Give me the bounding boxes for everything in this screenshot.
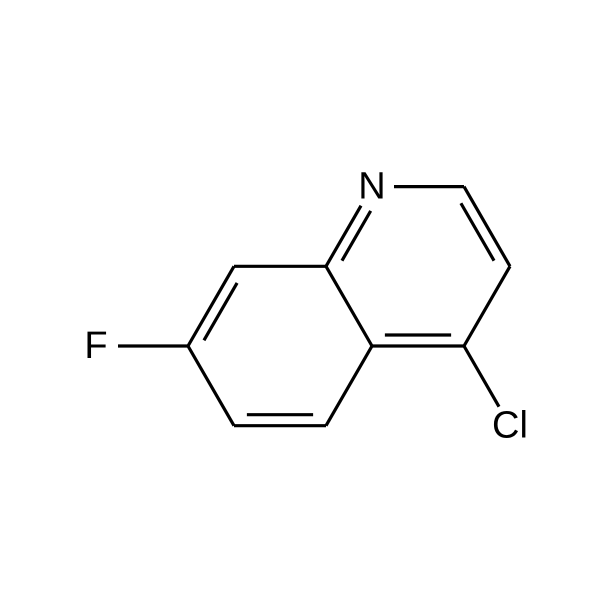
bond bbox=[326, 266, 372, 346]
bond bbox=[464, 346, 499, 407]
bond bbox=[342, 211, 371, 261]
bond bbox=[188, 266, 234, 346]
bond bbox=[326, 346, 372, 426]
atom-label-f: F bbox=[84, 325, 107, 367]
atom-label-n: N bbox=[358, 166, 385, 208]
bond bbox=[188, 346, 234, 426]
bond bbox=[464, 187, 510, 267]
molecule-canvas: F N Cl bbox=[0, 0, 600, 600]
bond bbox=[464, 266, 510, 346]
atom-label-cl: Cl bbox=[492, 405, 528, 447]
